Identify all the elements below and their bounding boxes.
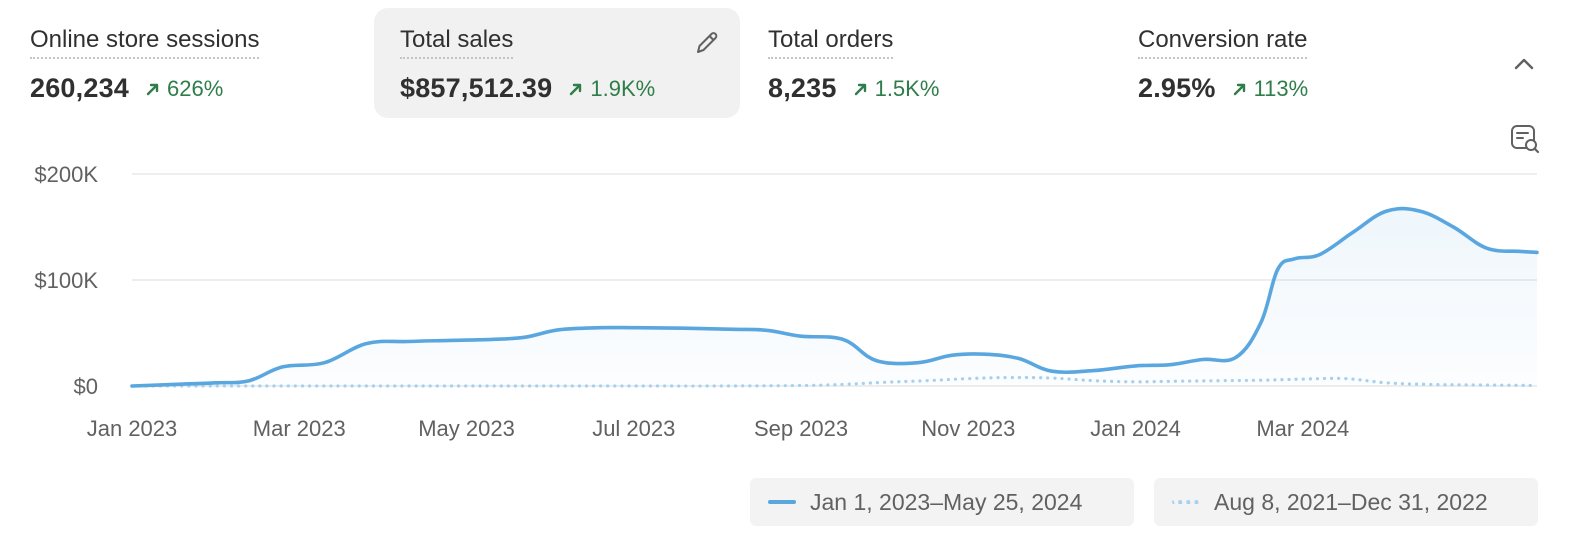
metric-delta-value: 1.5K% xyxy=(874,75,940,101)
metric-delta: 626% xyxy=(145,76,223,102)
metric-label[interactable]: Conversion rate xyxy=(1138,26,1308,59)
legend-item-current[interactable]: Jan 1, 2023–May 25, 2024 xyxy=(750,478,1134,526)
arrow-up-right-icon xyxy=(146,83,159,95)
x-tick-label: Jul 2023 xyxy=(592,416,675,441)
metric-value: 8,235 xyxy=(768,72,837,103)
series-line-current xyxy=(130,206,1539,388)
y-axis: $0 $100K $200K xyxy=(34,162,98,399)
pencil-icon[interactable] xyxy=(692,28,722,58)
y-tick-label: $200K xyxy=(34,162,98,187)
metric-card-total-orders[interactable]: Total orders 8,235 1.5K% xyxy=(742,8,1108,118)
arrow-up-right-icon xyxy=(1233,83,1245,95)
arrow-up-right-icon xyxy=(570,83,582,95)
metric-value: 2.95% xyxy=(1138,72,1216,103)
metric-delta: 1.9K% xyxy=(568,76,655,102)
metric-delta: 113% xyxy=(1232,75,1309,102)
x-tick-label: Jan 2024 xyxy=(1090,416,1181,441)
metric-value: $857,512.39 xyxy=(400,72,553,103)
arrow-up-right-icon xyxy=(854,83,866,95)
metric-value: 260,234 xyxy=(30,72,129,103)
metric-delta-value: 1.9K% xyxy=(590,75,656,101)
metric-card-conversion-rate[interactable]: Conversion rate 2.95% 113% xyxy=(1112,8,1478,118)
chevron-up-icon[interactable] xyxy=(1508,48,1540,80)
metrics-bar: Online store sessions 260,234 626% Total… xyxy=(0,0,1580,130)
legend-label-current: Jan 1, 2023–May 25, 2024 xyxy=(810,488,1083,515)
metric-delta-value: 626% xyxy=(167,75,224,101)
metric-label[interactable]: Online store sessions xyxy=(30,26,260,59)
legend-label-comparison: Aug 8, 2021–Dec 31, 2022 xyxy=(1214,488,1488,515)
metric-label[interactable]: Total orders xyxy=(768,26,894,59)
x-tick-label: Mar 2023 xyxy=(253,416,346,441)
series-lines xyxy=(130,206,1539,388)
explore-report-icon[interactable] xyxy=(1508,122,1542,156)
series-area-current xyxy=(132,208,1537,386)
x-tick-label: May 2023 xyxy=(418,416,515,441)
metric-card-total-sales[interactable]: Total sales $857,512.39 1.9K% xyxy=(374,8,740,118)
dotted-line-icon xyxy=(1172,500,1200,504)
metric-card-sessions[interactable]: Online store sessions 260,234 626% xyxy=(4,8,370,118)
x-axis: Jan 2023 Mar 2023 May 2023 Jul 2023 Sep 2023… xyxy=(87,416,1350,441)
legend-item-comparison[interactable]: Aug 8, 2021–Dec 31, 2022 xyxy=(1154,478,1538,526)
x-tick-label: Nov 2023 xyxy=(921,416,1015,441)
x-tick-label: Mar 2024 xyxy=(1256,416,1349,441)
y-tick-label: $100K xyxy=(34,268,98,293)
solid-line-icon xyxy=(768,500,796,504)
x-tick-label: Jan 2023 xyxy=(87,416,178,441)
metric-label[interactable]: Total sales xyxy=(400,26,514,59)
x-tick-label: Sep 2023 xyxy=(754,416,848,441)
metric-delta: 1.5K% xyxy=(853,75,940,102)
y-tick-label: $0 xyxy=(74,374,98,399)
metric-delta-value: 113% xyxy=(1253,75,1309,101)
